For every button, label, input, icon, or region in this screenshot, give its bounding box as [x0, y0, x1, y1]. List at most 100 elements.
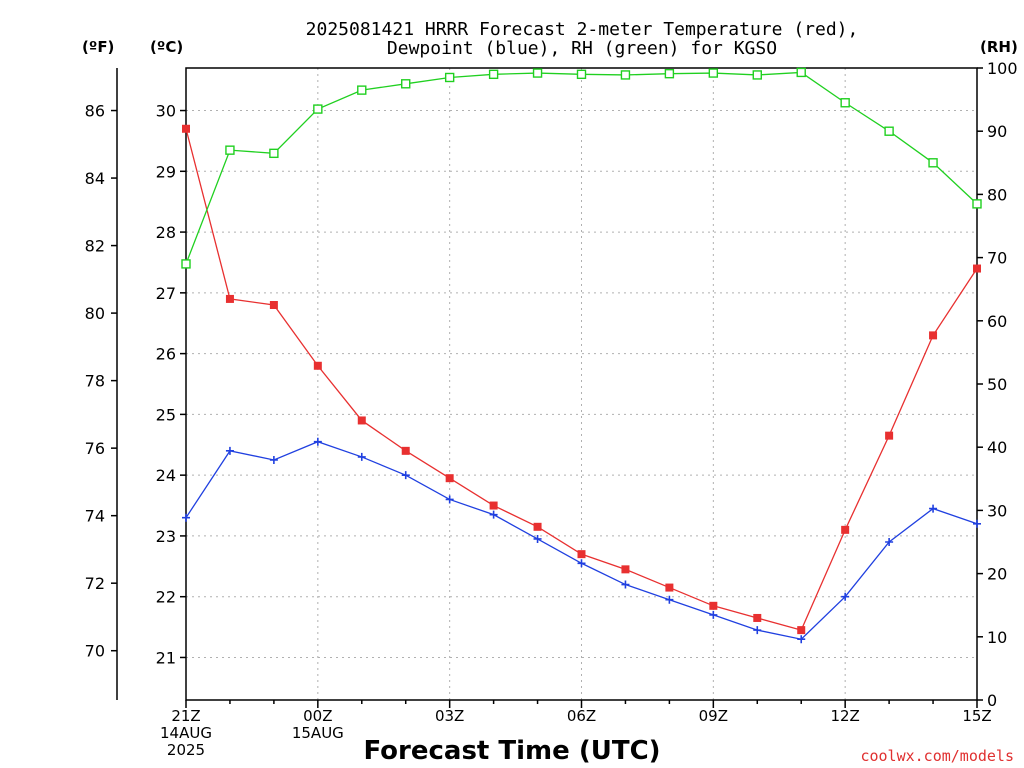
dewpoint-point — [621, 580, 630, 589]
dewpoint-point — [313, 437, 322, 446]
fahrenheit-tick-label: 84 — [85, 169, 105, 188]
x-tick-label: 15AUG — [292, 724, 344, 742]
dewpoint-point — [753, 626, 762, 635]
celsius-tick-label: 29 — [156, 162, 176, 181]
rh-tick-label: 100 — [987, 59, 1018, 78]
rh-point — [620, 70, 631, 80]
rh-tick-label: 0 — [987, 691, 997, 710]
temperature-point — [269, 301, 278, 309]
celsius-tick-label: 21 — [156, 648, 176, 667]
rh-tick-label: 40 — [987, 438, 1007, 457]
dewpoint-point — [182, 513, 190, 522]
temperature-point — [533, 522, 542, 531]
temperature-point — [182, 124, 190, 133]
celsius-tick-label: 22 — [156, 588, 176, 607]
rh-tick-label: 70 — [987, 249, 1007, 268]
fahrenheit-tick-label: 82 — [85, 237, 105, 256]
rh-tick-label: 80 — [987, 185, 1007, 204]
rh-point — [840, 98, 850, 108]
series-rh — [181, 67, 982, 269]
dewpoint-point — [665, 595, 674, 604]
rh-point — [576, 69, 587, 80]
plot-frame — [185, 67, 978, 701]
celsius-tick-label: 25 — [156, 405, 176, 424]
dewpoint-point — [357, 452, 366, 461]
rh-point — [664, 68, 675, 79]
celsius-tick-label: 24 — [156, 466, 176, 485]
rh-line — [185, 71, 978, 265]
grid — [186, 68, 977, 700]
rh-tick-label: 10 — [987, 628, 1007, 647]
dewpoint-point — [973, 519, 981, 528]
temperature-point — [357, 416, 366, 425]
x-axis-label: Forecast Time (UTC) — [363, 736, 660, 766]
temperature-point — [665, 583, 674, 592]
rh-point — [884, 126, 894, 136]
dewpoint-point — [445, 495, 454, 504]
celsius-tick-label: 27 — [156, 284, 176, 303]
x-tick-label: 09Z — [699, 707, 728, 725]
temperature-point — [445, 474, 454, 483]
dewpoint-point — [533, 534, 542, 543]
rh-point — [313, 104, 323, 114]
temperature-point — [753, 613, 762, 622]
celsius-tick-label: 30 — [156, 102, 176, 121]
temperature-point — [313, 361, 322, 370]
rh-point — [269, 148, 279, 159]
tick-labels: 2122232425262728293070727476788082848601… — [85, 59, 1018, 759]
rh-point — [796, 67, 806, 78]
fahrenheit-unit-label: (ºF) — [82, 38, 114, 56]
celsius-tick-label: 26 — [156, 345, 176, 364]
x-tick-label: 06Z — [567, 707, 596, 725]
fahrenheit-tick-label: 78 — [85, 372, 105, 391]
rh-point — [532, 68, 543, 78]
x-tick-label: 14AUG — [160, 724, 212, 742]
rh-point — [752, 70, 762, 80]
series-dewpoint — [182, 437, 981, 644]
temperature-point — [841, 525, 850, 534]
chart-title-line1: 2025081421 HRRR Forecast 2-meter Tempera… — [306, 19, 859, 40]
fahrenheit-tick-label: 80 — [85, 304, 105, 323]
fahrenheit-tick-label: 72 — [85, 574, 105, 593]
temperature-point — [709, 601, 718, 610]
dewpoint-point — [577, 559, 586, 568]
rh-tick-label: 30 — [987, 501, 1007, 520]
temperature-point — [973, 264, 981, 273]
rh-point — [444, 72, 455, 83]
fahrenheit-tick-label: 74 — [85, 507, 105, 526]
temperature-point — [489, 501, 498, 510]
rh-tick-label: 90 — [987, 122, 1007, 141]
x-tick-label: 12Z — [830, 707, 859, 725]
rh-point — [708, 68, 719, 78]
credit-text: coolwx.com/models — [860, 747, 1014, 765]
rh-point — [225, 145, 235, 155]
fahrenheit-tick-label: 76 — [85, 439, 105, 458]
temperature-point — [621, 565, 630, 574]
x-tick-label: 15Z — [962, 707, 991, 725]
dewpoint-point — [269, 455, 278, 464]
x-tick-label: 21Z — [171, 707, 200, 725]
dewpoint-point — [885, 538, 894, 546]
dewpoint-point — [841, 592, 850, 601]
dewpoint-point — [225, 446, 234, 455]
x-tick-label: 2025 — [167, 741, 205, 759]
dewpoint-point — [797, 635, 806, 644]
temperature-point — [929, 331, 938, 340]
series-layer — [181, 67, 982, 644]
rh-point — [972, 199, 982, 209]
rh-point — [401, 79, 411, 89]
temperature-point — [885, 431, 894, 440]
axes — [111, 67, 983, 708]
rh-point — [357, 85, 367, 95]
temperature-point — [797, 626, 806, 635]
fahrenheit-tick-label: 86 — [85, 102, 105, 121]
temperature-point — [225, 294, 234, 303]
rh-tick-label: 50 — [987, 375, 1007, 394]
celsius-unit-label: (ºC) — [150, 38, 183, 56]
chart-title-line2: Dewpoint (blue), RH (green) for KGSO — [387, 38, 777, 59]
rh-point — [928, 158, 938, 168]
series-temperature — [182, 124, 981, 635]
fahrenheit-tick-label: 70 — [85, 642, 105, 661]
temperature-point — [401, 446, 410, 455]
